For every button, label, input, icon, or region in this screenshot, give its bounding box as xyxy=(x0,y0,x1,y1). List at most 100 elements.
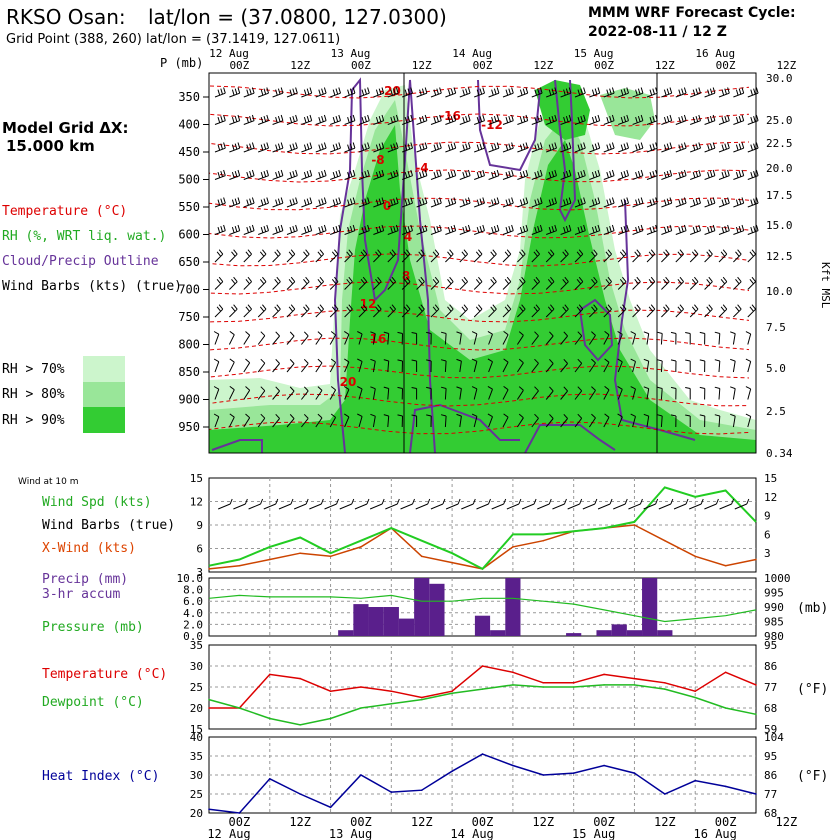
panel-ytick-label: 25 xyxy=(190,681,203,694)
wind-barb xyxy=(630,358,636,373)
legend-barbs: Wind Barbs (kts) (true) xyxy=(2,279,182,294)
top-date-labels: 12 Aug 13 Aug 14 Aug 15 Aug 16 Aug xyxy=(209,47,735,60)
wind-barb xyxy=(358,249,368,263)
wind-barb xyxy=(474,87,485,98)
wind-barb xyxy=(214,304,224,318)
panel-y2tick-label: 3 xyxy=(764,547,771,560)
wind-barb xyxy=(387,197,399,208)
wind-barb xyxy=(397,386,403,400)
wind-barb xyxy=(228,358,235,373)
heat-index-label: Heat Index (°C) xyxy=(42,769,159,784)
dewpoint-line-point xyxy=(603,684,605,686)
wind-barb xyxy=(603,386,610,400)
wind-barb xyxy=(286,304,296,318)
wind-barb xyxy=(286,386,295,400)
wind-barb xyxy=(517,276,526,290)
panel-ytick-label: 2.0 xyxy=(183,618,203,631)
wind-barb xyxy=(603,87,615,98)
wind-barb xyxy=(699,359,706,373)
wind-barb xyxy=(588,413,596,428)
wind-barb xyxy=(502,304,512,318)
bottom-hour-label: 00Z xyxy=(350,815,372,829)
wind-barb xyxy=(502,276,512,290)
temperature-label: Temperature (°C) xyxy=(42,667,167,682)
wind-barb xyxy=(531,358,539,373)
bottom-hour-label: 00Z xyxy=(472,815,494,829)
bottom-date-label: 15 Aug xyxy=(572,827,615,840)
grid-point: Grid Point (388, 260) lat/lon = (37.1419… xyxy=(6,32,340,47)
wind-barb xyxy=(545,276,555,290)
wind-barb xyxy=(402,142,413,153)
legend-rh90: RH > 90% xyxy=(2,413,65,428)
wind-barb xyxy=(471,386,478,400)
wind-barb xyxy=(387,276,396,290)
wind-barb xyxy=(416,87,428,98)
temperature-line-point xyxy=(451,690,453,692)
wind-barb xyxy=(329,358,337,373)
wind-barb xyxy=(699,331,706,345)
surface-wind-barb xyxy=(506,498,522,510)
pressure-tick-label: 850 xyxy=(178,365,200,379)
wind-barb xyxy=(301,386,309,400)
heat-index-unit-label: (°F) xyxy=(797,769,828,784)
wind-barb xyxy=(213,413,220,428)
wind-barb xyxy=(430,224,442,235)
wind-barb xyxy=(440,359,447,373)
wind-barb xyxy=(574,224,586,235)
wind-barb xyxy=(632,224,644,235)
heat-index-line-point xyxy=(451,770,453,772)
wind-barb xyxy=(315,304,324,318)
bottom-date-label: 13 Aug xyxy=(329,827,372,840)
pressure-tick-label: 450 xyxy=(178,145,200,159)
heat-index-line-point xyxy=(420,789,423,791)
wind-barb xyxy=(589,276,598,290)
wind-barb xyxy=(286,224,298,235)
xwind-line-point xyxy=(329,555,332,558)
wind-barb xyxy=(646,114,658,125)
wind-barb xyxy=(603,358,610,373)
wind-barb xyxy=(603,249,612,263)
heat-index-line-point xyxy=(572,772,575,774)
wind-barb xyxy=(488,197,500,208)
wind-barb xyxy=(474,197,485,208)
wind-barb xyxy=(646,87,658,98)
wind-barb xyxy=(560,169,572,180)
wind-barb xyxy=(546,114,557,125)
wind-barb xyxy=(315,358,323,373)
top-hour-label: 00Z xyxy=(594,59,614,72)
wind-barb xyxy=(473,304,483,318)
wind-barb xyxy=(531,386,539,400)
wind-barb xyxy=(459,197,471,208)
rh90-upper-blob xyxy=(535,80,590,140)
wind-barb xyxy=(383,359,390,373)
wind-barb xyxy=(329,276,339,290)
wind-barb xyxy=(502,197,514,208)
panel-y2tick-label: 86 xyxy=(764,769,777,782)
wind-barb xyxy=(531,169,543,180)
wind-barb xyxy=(588,331,596,345)
wind-barb xyxy=(286,249,296,263)
cloud-outline-lowmid xyxy=(409,403,520,454)
wind-barb xyxy=(416,197,428,208)
temperature-contour xyxy=(208,85,750,99)
wind-barb xyxy=(603,413,610,428)
temperature-contour xyxy=(208,393,750,407)
wind-barb xyxy=(411,332,418,345)
wind-barb xyxy=(397,414,403,428)
wind-barb xyxy=(730,358,736,373)
temperature-contour-label: 20 xyxy=(340,375,357,389)
wind-barb xyxy=(560,197,572,208)
wind-barb xyxy=(560,142,572,153)
wind-barb xyxy=(630,413,636,428)
wind-barb xyxy=(745,358,752,373)
wind-barb xyxy=(661,169,673,180)
wind-barb xyxy=(473,276,483,290)
wind-barb xyxy=(272,358,280,373)
top-hour-label: 12Z xyxy=(655,59,675,72)
wind-barb xyxy=(661,276,670,290)
panel-y2tick-label: 985 xyxy=(764,616,784,629)
wind-barb xyxy=(574,276,584,290)
wind-barb xyxy=(632,169,644,180)
wind-barb xyxy=(257,249,267,263)
wind-barb xyxy=(329,386,337,400)
